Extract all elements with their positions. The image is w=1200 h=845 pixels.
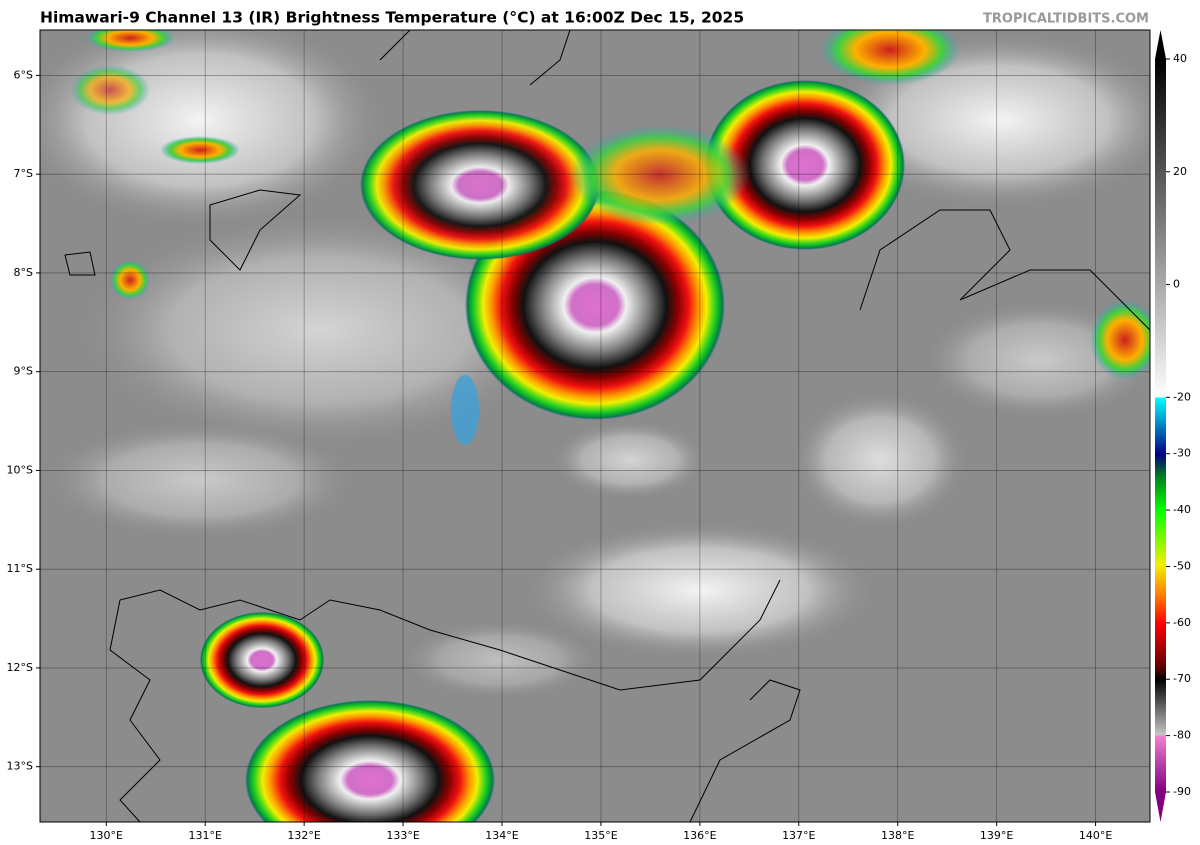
colorbar-label: 40 (1173, 52, 1187, 65)
colorbar-label: -40 (1173, 503, 1191, 516)
lon-label: 131°E (188, 829, 221, 842)
lat-label: 8°S (14, 266, 33, 279)
lon-label: 135°E (584, 829, 617, 842)
colorbar (1155, 30, 1166, 822)
title: Himawari-9 Channel 13 (IR) Brightness Te… (40, 9, 744, 27)
colorbar-label: -50 (1173, 559, 1191, 572)
colorbar-bar (1155, 59, 1166, 792)
lat-label: 6°S (14, 68, 33, 81)
watermark: TROPICALTIDBITS.COM (983, 12, 1149, 27)
imagery (40, 30, 1150, 822)
lon-label: 134°E (485, 829, 518, 842)
lon-label: 133°E (386, 829, 419, 842)
colorbar-top-extend (1155, 30, 1166, 59)
colorbar-label: -60 (1173, 616, 1191, 629)
colorbar-bottom-extend (1155, 792, 1166, 822)
lat-label: 7°S (14, 167, 33, 180)
lat-label: 12°S (7, 661, 33, 674)
colorbar-label: 20 (1173, 165, 1187, 178)
lon-label: 138°E (881, 829, 914, 842)
map-frame (39, 29, 1151, 823)
colorbar-label: 0 (1173, 278, 1180, 291)
colorbar-label: -80 (1173, 729, 1191, 742)
colorbar-label: -20 (1173, 390, 1191, 403)
lon-label: 139°E (980, 829, 1013, 842)
lon-label: 137°E (782, 829, 815, 842)
colorbar-label: -30 (1173, 447, 1191, 460)
lon-label: 140°E (1079, 829, 1112, 842)
lon-label: 136°E (683, 829, 716, 842)
lon-label: 132°E (287, 829, 320, 842)
lat-label: 13°S (7, 760, 33, 773)
grid (40, 30, 1150, 822)
lon-label: 130°E (90, 829, 123, 842)
lat-label: 9°S (14, 365, 33, 378)
colorbar-label: -70 (1173, 672, 1191, 685)
lat-label: 11°S (7, 562, 33, 575)
colorbar-label: -90 (1173, 785, 1191, 798)
lat-label: 10°S (7, 463, 33, 476)
